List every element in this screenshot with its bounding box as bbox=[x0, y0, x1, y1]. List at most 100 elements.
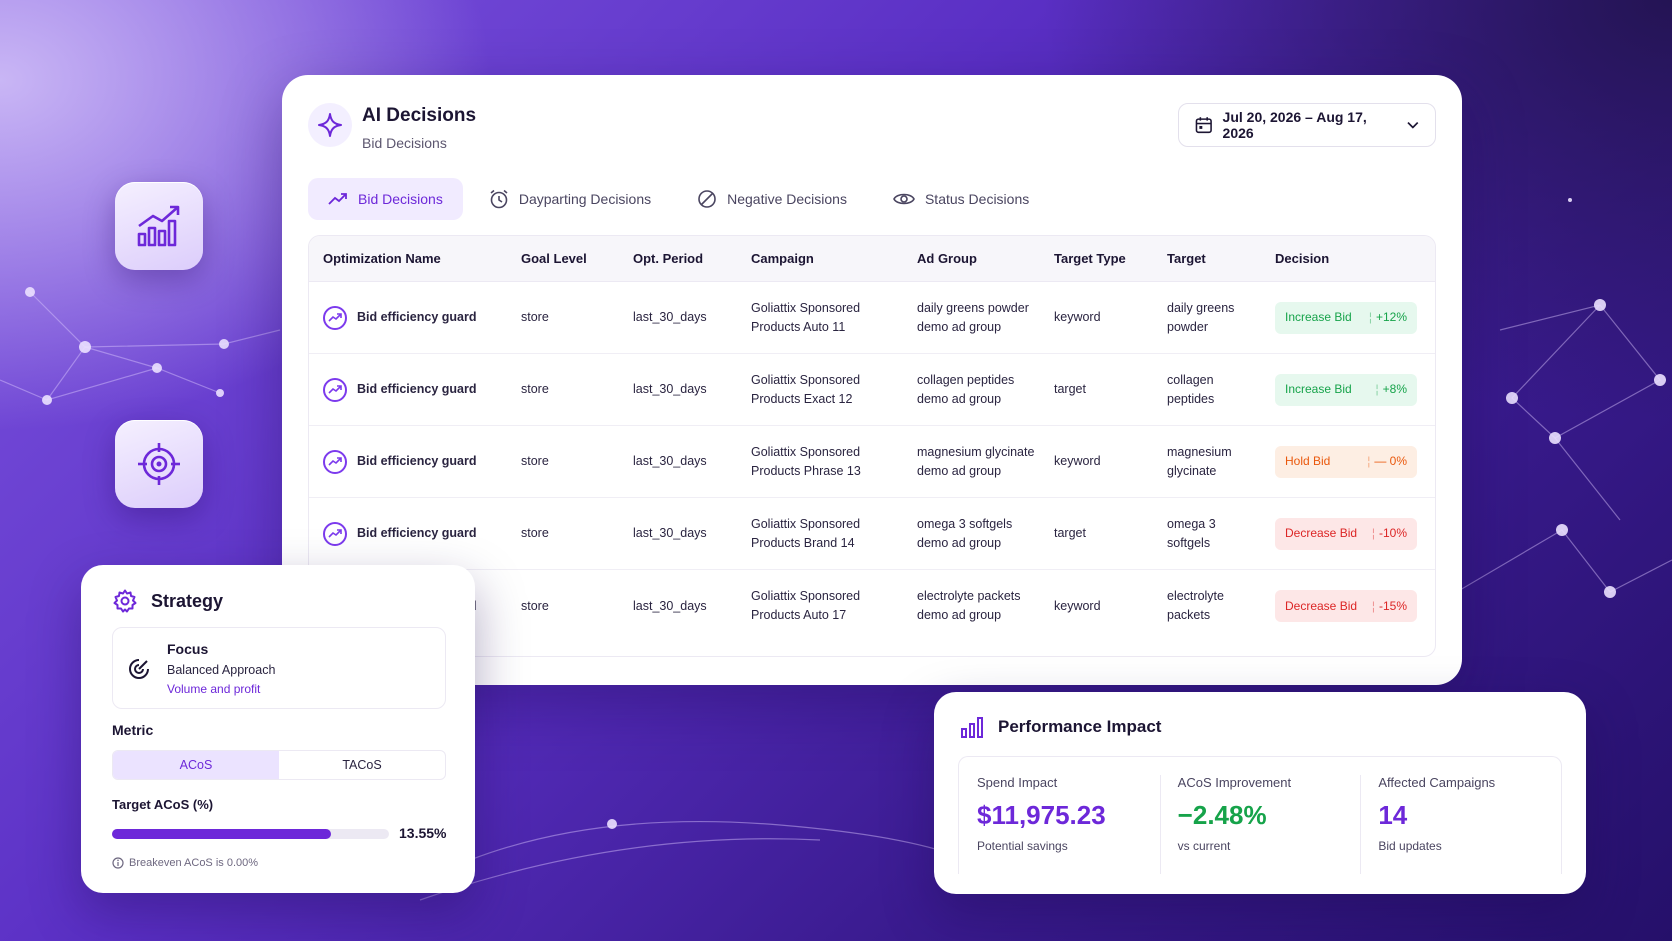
column-header: Decision bbox=[1275, 251, 1330, 266]
target-cell: collagen peptides bbox=[1167, 372, 1215, 406]
focus-selector[interactable]: Focus Balanced Approach Volume and profi… bbox=[112, 627, 446, 709]
info-icon bbox=[112, 857, 124, 869]
optimization-name: Bid efficiency guard bbox=[357, 310, 477, 324]
campaign-cell: Goliattix Sponsored Products Brand 14 bbox=[751, 516, 861, 550]
eye-icon bbox=[893, 193, 915, 205]
tab-dayparting-decisions[interactable]: Dayparting Decisions bbox=[469, 178, 671, 220]
opt-period-cell: last_30_days bbox=[633, 382, 707, 396]
decision-delta: -10% bbox=[1378, 526, 1407, 540]
goal-level-cell: store bbox=[521, 598, 549, 613]
table-header: Optimization Name Goal Level Opt. Period… bbox=[309, 236, 1435, 282]
tab-label: Status Decisions bbox=[924, 191, 1030, 207]
goal-level-cell: store bbox=[521, 382, 549, 396]
metric-option-tacos[interactable]: TACoS bbox=[342, 758, 382, 772]
table-row[interactable]: Bid efficiency guard store last_30_days Gol… bbox=[309, 354, 1435, 426]
ad-group-cell: magnesium glycinate demo ad group bbox=[917, 444, 1035, 478]
decision-badge[interactable]: Increase Bid ¦ +8% bbox=[1275, 373, 1417, 406]
tab-bid-decisions[interactable]: Bid Decisions bbox=[308, 178, 463, 220]
metric-label: Metric bbox=[112, 722, 154, 738]
decision-badge[interactable]: Decrease Bid ¦ -10% bbox=[1275, 517, 1417, 550]
column-header: Campaign bbox=[751, 251, 814, 266]
column-header: Target Type bbox=[1054, 251, 1126, 266]
tab-label: Bid Decisions bbox=[358, 191, 443, 207]
column-header: Opt. Period bbox=[633, 251, 704, 266]
stat-value: −2.48% bbox=[1177, 800, 1267, 830]
column-header: Goal Level bbox=[521, 251, 587, 266]
decision-badge[interactable]: Decrease Bid ¦ -15% bbox=[1275, 590, 1417, 622]
metric-toggle: ACoS TACoS bbox=[112, 750, 446, 780]
decision-cell: Decrease Bid ¦ -15% bbox=[1261, 590, 1431, 622]
focus-value: Balanced Approach bbox=[167, 663, 276, 677]
optimization-name: Bid efficiency guard bbox=[357, 382, 477, 396]
decision-delta: +12% bbox=[1375, 310, 1407, 324]
metric-option-acos[interactable]: ACoS bbox=[113, 751, 279, 779]
decisions-table: Optimization Name Goal Level Opt. Period… bbox=[308, 235, 1436, 657]
page-subtitle: Bid Decisions bbox=[362, 135, 447, 151]
opt-period-cell: last_30_days bbox=[633, 310, 707, 324]
decision-delta: -15% bbox=[1378, 598, 1407, 613]
campaign-cell: Goliattix Sponsored Products Auto 17 bbox=[751, 589, 861, 622]
focus-label: Focus bbox=[167, 641, 209, 657]
focus-subtitle: Volume and profit bbox=[167, 682, 261, 696]
decision-cell: Decrease Bid ¦ -10% bbox=[1261, 517, 1431, 550]
bar-chart-icon bbox=[961, 717, 983, 738]
target-type-cell: keyword bbox=[1054, 310, 1101, 324]
date-range-picker[interactable]: Jul 20, 2026 – Aug 17, 2026 bbox=[1178, 103, 1436, 147]
analytics-tile bbox=[115, 182, 203, 270]
target-acos-slider[interactable] bbox=[112, 829, 389, 839]
column-header: Target bbox=[1167, 251, 1206, 266]
strategy-card: Strategy Focus Balanced Approach Volume … bbox=[81, 565, 475, 893]
tab-negative-decisions[interactable]: Negative Decisions bbox=[677, 178, 867, 220]
tab-label: Dayparting Decisions bbox=[518, 191, 652, 207]
tab-status-decisions[interactable]: Status Decisions bbox=[873, 178, 1049, 220]
block-icon bbox=[698, 190, 716, 208]
table-row[interactable]: Bid efficiency guardstorelast_30_daysGol… bbox=[309, 570, 1435, 642]
decision-delta: — 0% bbox=[1374, 454, 1407, 468]
target-acos-fill bbox=[112, 829, 331, 839]
trend-circle-icon bbox=[323, 305, 347, 330]
sparkle-icon bbox=[318, 113, 342, 137]
performance-stats: Spend Impact $11,975.23 Potential saving… bbox=[958, 756, 1562, 874]
decision-cell: Increase Bid ¦ +12% bbox=[1261, 301, 1431, 334]
sparkle-badge bbox=[308, 103, 352, 147]
stat-subtext: Bid updates bbox=[1378, 839, 1442, 853]
stat-subtext: Potential savings bbox=[977, 839, 1068, 853]
campaign-cell: Goliattix Sponsored Products Auto 11 bbox=[751, 300, 861, 334]
decision-label: Decrease Bid bbox=[1285, 526, 1358, 540]
decision-badge[interactable]: Hold Bid ¦ — 0% bbox=[1275, 445, 1417, 478]
target-cell: omega 3 softgels bbox=[1167, 516, 1216, 550]
targeting-tile bbox=[115, 420, 203, 508]
stat-acos-improvement: ACoS Improvement −2.48% vs current bbox=[1159, 757, 1361, 874]
ad-group-cell: daily greens powder demo ad group bbox=[917, 300, 1029, 334]
stat-affected-campaigns: Affected Campaigns 14 Bid updates bbox=[1360, 757, 1561, 874]
opt-period-cell: last_30_days bbox=[633, 598, 707, 613]
bar-chart-trend-icon bbox=[137, 205, 180, 247]
decision-cell: Hold Bid ¦ — 0% bbox=[1261, 445, 1431, 478]
breakeven-note: Breakeven ACoS is 0.00% bbox=[112, 857, 258, 869]
decision-badge[interactable]: Increase Bid ¦ +12% bbox=[1275, 301, 1417, 334]
trend-circle-icon bbox=[323, 449, 347, 474]
decision-tabs: Bid Decisions Dayparting Decisions Negat… bbox=[308, 178, 1049, 220]
crosshair-icon bbox=[138, 443, 180, 485]
optimization-name-cell: Bid efficiency guard bbox=[309, 521, 507, 546]
campaign-cell: Goliattix Sponsored Products Exact 12 bbox=[751, 372, 861, 406]
target-focus-icon bbox=[129, 659, 149, 679]
ad-group-cell: omega 3 softgels demo ad group bbox=[917, 516, 1013, 550]
opt-period-cell: last_30_days bbox=[633, 454, 707, 468]
table-body: Bid efficiency guard store last_30_days Gol… bbox=[309, 282, 1435, 642]
target-cell: daily greens powder bbox=[1167, 300, 1235, 334]
stat-value: $11,975.23 bbox=[977, 800, 1106, 830]
stat-subtext: vs current bbox=[1177, 839, 1231, 853]
optimization-name-cell: Bid efficiency guard bbox=[309, 377, 507, 402]
decision-label: Increase Bid bbox=[1285, 382, 1352, 396]
target-type-cell: keyword bbox=[1054, 598, 1101, 613]
stat-value: 14 bbox=[1378, 800, 1408, 830]
target-type-cell: keyword bbox=[1054, 454, 1101, 468]
ad-group-cell: electrolyte packets demo ad group bbox=[917, 589, 1021, 622]
page-title: AI Decisions bbox=[362, 105, 477, 126]
column-header: Optimization Name bbox=[323, 251, 441, 266]
